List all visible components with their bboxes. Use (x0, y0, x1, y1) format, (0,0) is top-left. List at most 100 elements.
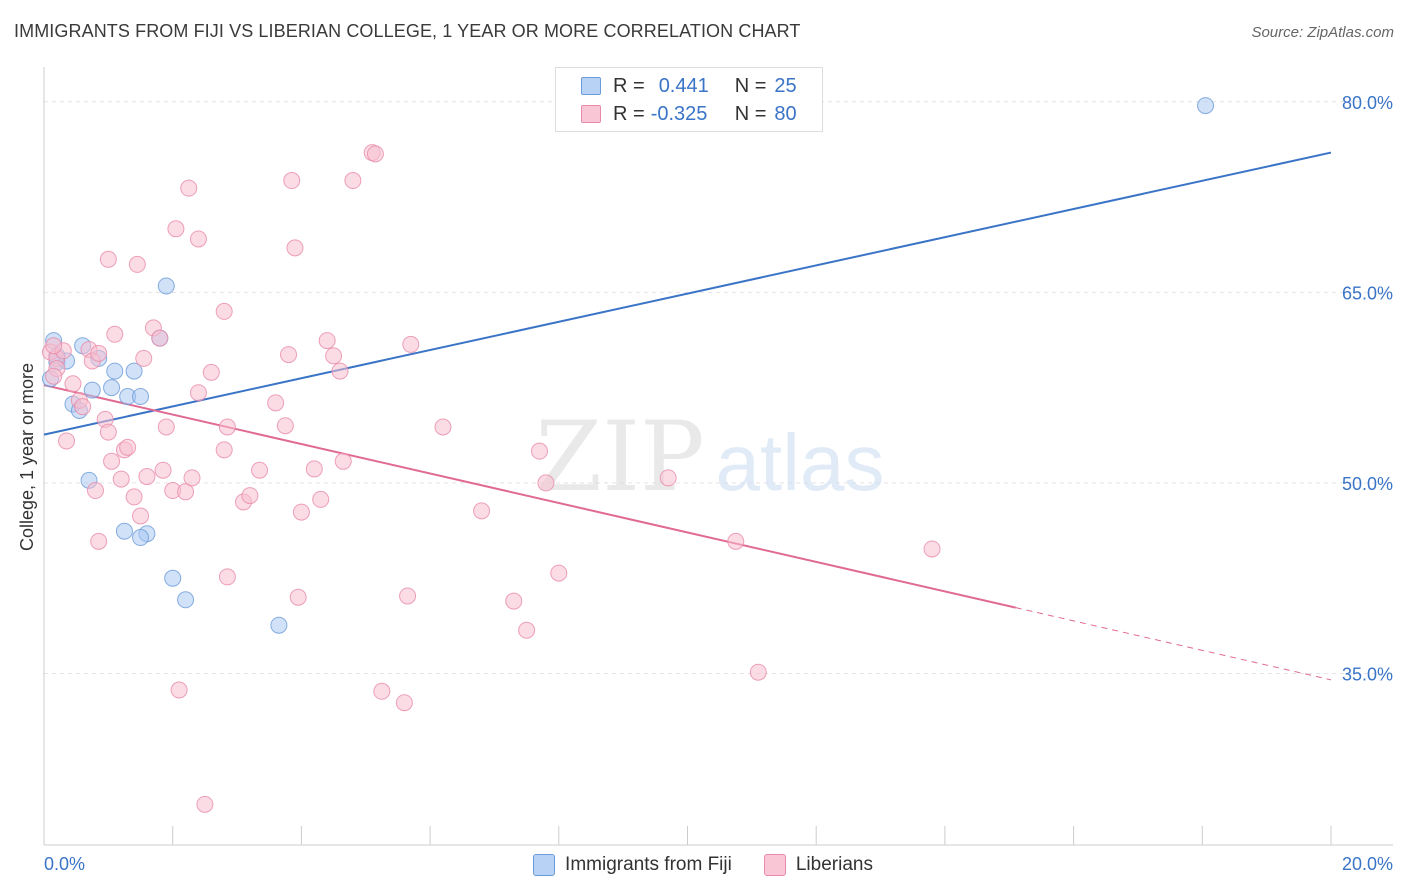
label-layer: 35.0% 50.0% 65.0% 80.0% 0.0% 20.0% College, 1 … (17, 93, 1393, 874)
watermark-atlas: atlas (716, 418, 885, 507)
n-label: N = (734, 74, 767, 97)
y-tick-label: 35.0% (1342, 664, 1393, 684)
liberians-point (749, 663, 767, 681)
fiji-n-value: 25 (774, 74, 797, 97)
liberians-point (312, 490, 330, 508)
liberians-point (128, 255, 146, 273)
liberians-point (334, 452, 352, 470)
liberians-point (180, 179, 198, 197)
legend-item-fiji[interactable]: Immigrants from Fiji (533, 854, 732, 876)
liberians-point (103, 452, 121, 470)
liberians-point (286, 239, 304, 257)
chart-title: IMMIGRANTS FROM FIJI VS LIBERIAN COLLEGE… (14, 21, 801, 41)
fiji-r-value: 0.441 (658, 74, 709, 97)
liberians-trend-line (43, 384, 1016, 609)
stats-legend: R = 0.441 N = 25 R = -0.325 N = 80 (555, 67, 823, 132)
liberians-point (215, 302, 233, 320)
liberians-point (196, 795, 214, 813)
liberians-point (318, 332, 336, 350)
liberians-point (518, 621, 536, 639)
liberians-point (727, 532, 745, 550)
liberians-point (550, 564, 568, 582)
liberians-point (218, 418, 236, 436)
liberians-point (132, 507, 150, 525)
liberians-point (276, 417, 294, 435)
liberians-point (154, 461, 172, 479)
liberians-point (215, 441, 233, 459)
fiji-point (115, 522, 133, 540)
liberians-point (90, 532, 108, 550)
fiji-point (270, 616, 288, 634)
liberians-point (119, 438, 137, 456)
liberians-point (202, 363, 220, 381)
fiji-point (132, 388, 150, 406)
watermark-zip: ZIP (535, 401, 704, 513)
r-label: R = (613, 102, 645, 125)
x-tick-label: 20.0% (1342, 854, 1393, 874)
fiji-point (132, 529, 150, 547)
legend-label-liberians: Liberians (795, 854, 873, 875)
liberians-point (74, 398, 92, 416)
fiji-point (103, 379, 121, 397)
liberians-point (45, 367, 63, 385)
liberians-point (90, 344, 108, 362)
fiji-point (1197, 97, 1215, 115)
fiji-legend-swatch-icon (533, 854, 556, 876)
liberians-point (106, 325, 124, 343)
fiji-trend-line (43, 151, 1332, 436)
trend-layer (43, 151, 1332, 681)
liberians-point (292, 503, 310, 521)
liberians-point (99, 423, 117, 441)
liberians-point (530, 442, 548, 460)
liberians-point (112, 470, 130, 488)
liberians-point (58, 432, 76, 450)
liberians-point (64, 375, 82, 393)
liberians-legend-swatch-icon (763, 854, 786, 876)
liberians-point (151, 329, 169, 347)
liberians-point (170, 681, 188, 699)
liberians-r-value: -0.325 (650, 102, 708, 125)
liberians-point (923, 540, 941, 558)
liberians-point (183, 469, 201, 487)
liberians-point (138, 468, 156, 486)
liberians-point (135, 349, 153, 367)
fiji-point (157, 277, 175, 295)
fiji-point (106, 362, 124, 380)
liberians-point (331, 362, 349, 380)
y-tick-label: 50.0% (1342, 474, 1393, 494)
liberians-point (167, 220, 185, 238)
series-legend: Immigrants from Fiji Liberians (0, 852, 1406, 878)
liberians-point (86, 482, 104, 500)
liberians-swatch-icon (581, 105, 601, 123)
stats-legend-row-liberians: R = -0.325 N = 80 (581, 102, 797, 126)
liberians-point (505, 592, 523, 610)
liberians-point (189, 384, 207, 402)
liberians-point (344, 172, 362, 190)
y-tick-label: 65.0% (1342, 283, 1393, 303)
liberians-point (473, 502, 491, 520)
fiji-point (164, 569, 182, 587)
liberians-point (125, 488, 143, 506)
legend-item-liberians[interactable]: Liberians (763, 854, 873, 876)
liberians-point (280, 346, 298, 364)
liberians-point (659, 469, 677, 487)
grid-layer (44, 101, 1393, 674)
liberians-point (45, 337, 63, 355)
liberians-point (283, 172, 301, 190)
liberians-point (366, 145, 384, 163)
legend-label-fiji: Immigrants from Fiji (565, 854, 732, 875)
x-tick-label: 0.0% (44, 854, 85, 874)
liberians-point (399, 587, 417, 605)
watermark: ZIP atlas (535, 401, 884, 513)
stats-legend-row-fiji: R = 0.441 N = 25 (581, 74, 797, 98)
source-credit: Source: ZipAtlas.com (1251, 24, 1394, 41)
fiji-point (177, 591, 195, 609)
liberians-n-value: 80 (774, 102, 797, 125)
liberians-point (177, 483, 195, 501)
r-label: R = (613, 74, 645, 97)
n-label: N = (734, 102, 767, 125)
liberians-point (267, 394, 285, 412)
liberians-point (325, 347, 343, 365)
liberians-point (241, 487, 259, 505)
